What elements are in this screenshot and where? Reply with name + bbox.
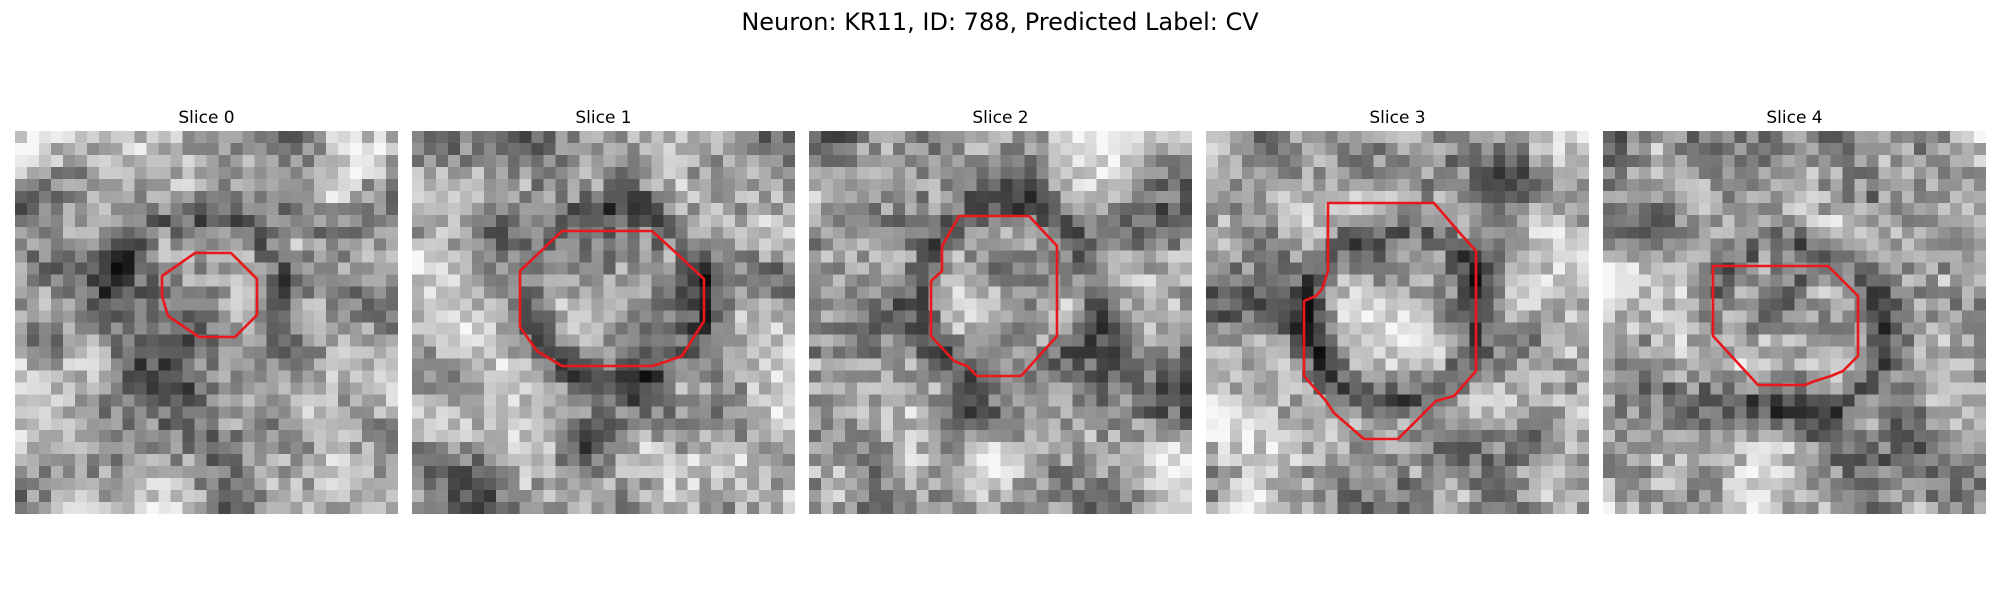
roi-contour xyxy=(1711,264,1860,387)
slice-title-2: Slice 2 xyxy=(972,108,1029,128)
slice-panel-0: Slice 0 xyxy=(15,107,398,514)
roi-contour xyxy=(518,229,706,368)
slice-panel-1: Slice 1 xyxy=(412,107,795,514)
slice-panel-4: Slice 4 xyxy=(1603,107,1986,514)
slice-image-2 xyxy=(809,131,1192,514)
slice-title-0: Slice 0 xyxy=(178,108,235,128)
slice-image-3 xyxy=(1206,131,1589,514)
slice-image-1 xyxy=(412,131,795,514)
slice-panel-2: Slice 2 xyxy=(809,107,1192,514)
slice-title-3: Slice 3 xyxy=(1369,108,1426,128)
roi-contour xyxy=(1302,201,1478,441)
slice-image-0 xyxy=(15,131,398,514)
slice-image-4 xyxy=(1603,131,1986,514)
slice-title-4: Slice 4 xyxy=(1766,108,1823,128)
slice-panel-3: Slice 3 xyxy=(1206,107,1589,514)
figure-title: Neuron: KR11, ID: 788, Predicted Label: … xyxy=(741,8,1259,36)
roi-contour xyxy=(929,214,1059,378)
roi-contour xyxy=(160,251,259,339)
slice-title-1: Slice 1 xyxy=(575,108,632,128)
